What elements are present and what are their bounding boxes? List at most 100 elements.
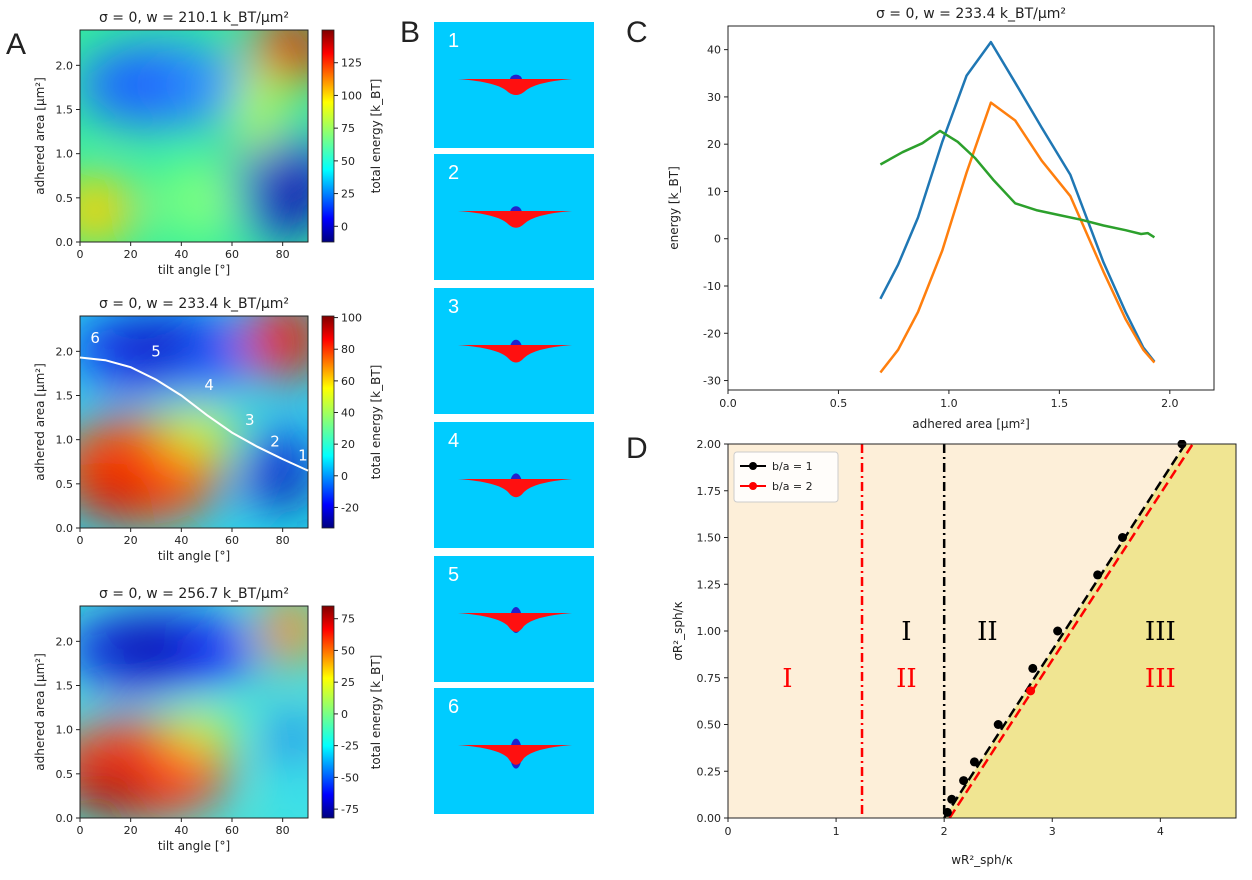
- y-tick-label: -10: [703, 280, 721, 293]
- x-tick-label: 20: [124, 824, 138, 837]
- x-tick-label: 60: [225, 534, 239, 547]
- x-tick-label: 0: [77, 248, 84, 261]
- region-label: I: [782, 664, 792, 694]
- series-line: [879, 101, 1156, 374]
- x-tick-label: 2: [941, 825, 948, 838]
- data-point: [1028, 663, 1038, 673]
- x-tick-label: 3: [1049, 825, 1056, 838]
- y-tick-label: 0: [714, 233, 721, 246]
- snapshot-frame: 6: [434, 688, 594, 814]
- region-label: III: [1145, 617, 1176, 647]
- membrane-neck: [458, 745, 572, 765]
- membrane-shape: [458, 339, 572, 363]
- data-point: [1026, 686, 1036, 696]
- y-tick-label: 1.00: [697, 625, 722, 638]
- heatmap-2-path-line: [79, 356, 309, 472]
- frame-number: 3: [448, 296, 460, 318]
- heatmap-xlabel: tilt angle [°]: [158, 263, 230, 277]
- y-tick-label: 1.5: [56, 390, 74, 403]
- colorbar-tick-label: -20: [341, 501, 359, 514]
- y-tick-label: 10: [707, 185, 721, 198]
- x-tick-label: 0: [77, 824, 84, 837]
- y-tick-label: 0.5: [56, 478, 74, 491]
- membrane-shape: [458, 607, 572, 633]
- frame-number: 2: [448, 162, 460, 184]
- colorbar-tick-label: -75: [341, 803, 359, 816]
- colorbar-tick-label: 0: [341, 220, 348, 233]
- phase-xlabel: wR²_sph/κ: [951, 853, 1013, 867]
- heatmap-3: σ = 0, w = 256.7 k_BT/μm²: [79, 586, 335, 819]
- y-tick-label: 1.75: [697, 485, 722, 498]
- snapshot-frame: 3: [434, 288, 594, 414]
- colorbar-label: total energy [k_BT]: [369, 79, 383, 194]
- heatmap-1-title: σ = 0, w = 210.1 k_BT/μm²: [99, 10, 289, 26]
- x-tick-label: 0.0: [719, 397, 737, 410]
- colorbar-tick-label: 50: [341, 644, 355, 657]
- data-point: [1053, 626, 1063, 636]
- data-point: [947, 794, 957, 804]
- frame-number: 4: [448, 430, 460, 452]
- x-tick-label: 40: [174, 248, 188, 261]
- x-tick-label: 1: [833, 825, 840, 838]
- line-chart-title: σ = 0, w = 233.4 k_BT/μm²: [876, 6, 1066, 22]
- y-tick-label: 0.0: [56, 812, 74, 825]
- heatmap-1-colorbar: [321, 29, 335, 243]
- panel-c-line-chart: σ = 0, w = 233.4 k_BT/μm² 0.0 0.5 1.0 1.5 2.…: [667, 6, 1215, 431]
- phase-ylabel: σR²_sph/κ: [671, 601, 685, 660]
- snapshot-frame: 4: [434, 422, 594, 548]
- y-tick-label: 1.25: [697, 578, 722, 591]
- path-point-label: 4: [204, 376, 214, 394]
- heatmap-ylabel: adhered area [μm²]: [33, 77, 47, 195]
- path-point-label: 2: [270, 432, 280, 450]
- x-tick-label: 20: [124, 534, 138, 547]
- y-tick-label: 2.0: [56, 345, 74, 358]
- data-point: [959, 776, 969, 786]
- heatmap-ylabel: adhered area [μm²]: [33, 653, 47, 771]
- colorbar-tick-label: 50: [341, 155, 355, 168]
- frame-number: 1: [448, 30, 460, 52]
- data-point: [1118, 533, 1128, 542]
- y-tick-label: 1.5: [56, 680, 74, 693]
- membrane-shape: [458, 738, 572, 769]
- heatmap-2-colorbar: [321, 315, 335, 529]
- colorbar-tick-label: 60: [341, 375, 355, 388]
- x-tick-label: 80: [276, 824, 290, 837]
- snapshot-frame: 5: [434, 556, 594, 682]
- y-tick-label: 2.0: [56, 635, 74, 648]
- colorbar-tick-label: 100: [341, 89, 362, 102]
- x-tick-label: 40: [174, 824, 188, 837]
- x-tick-label: 4: [1157, 825, 1164, 838]
- x-tick-label: 40: [174, 534, 188, 547]
- frame-number: 5: [448, 564, 460, 586]
- snapshot-frame: 1: [434, 22, 594, 148]
- y-tick-label: 40: [707, 44, 721, 57]
- y-tick-label: -20: [703, 327, 721, 340]
- path-point-label: 3: [245, 411, 255, 429]
- y-tick-label: 1.0: [56, 434, 74, 447]
- heatmap-3-colorbar: [321, 605, 335, 819]
- line-chart-ticks: 0.0 0.5 1.0 1.5 2.0 -30 -20 -10 0 10 20 30 40: [703, 44, 1179, 410]
- x-tick-label: 1.5: [1051, 397, 1069, 410]
- colorbar-tick-label: 100: [341, 312, 362, 325]
- path-point-label: 6: [90, 329, 100, 347]
- panel-a-heatmaps: σ = 0, w = 210.1 k_BT/μm² σ = 0, w = 233…: [33, 10, 383, 853]
- membrane-neck: [458, 211, 572, 228]
- heatmap-2-path-labels: 6 5 4 321: [90, 329, 307, 464]
- y-tick-label: 1.0: [56, 148, 74, 161]
- y-tick-label: 0.50: [697, 719, 722, 732]
- panel-b-frames: 1 2 3 4 5 6: [434, 22, 594, 818]
- colorbar-tick-label: 125: [341, 57, 362, 70]
- data-point: [969, 757, 979, 767]
- colorbar-tick-label: 25: [341, 676, 355, 689]
- series-line: [879, 129, 1156, 239]
- x-tick-label: 2.0: [1161, 397, 1179, 410]
- line-chart-ylabel: energy [k_BT]: [667, 166, 681, 250]
- panel-letter-b: B: [400, 16, 421, 49]
- y-tick-label: 1.0: [56, 724, 74, 737]
- heatmap-xlabel: tilt angle [°]: [158, 839, 230, 853]
- y-tick-label: 2.0: [56, 59, 74, 72]
- x-tick-label: 0.5: [830, 397, 848, 410]
- frame-number: 6: [448, 696, 460, 718]
- colorbar-label: total energy [k_BT]: [369, 365, 383, 480]
